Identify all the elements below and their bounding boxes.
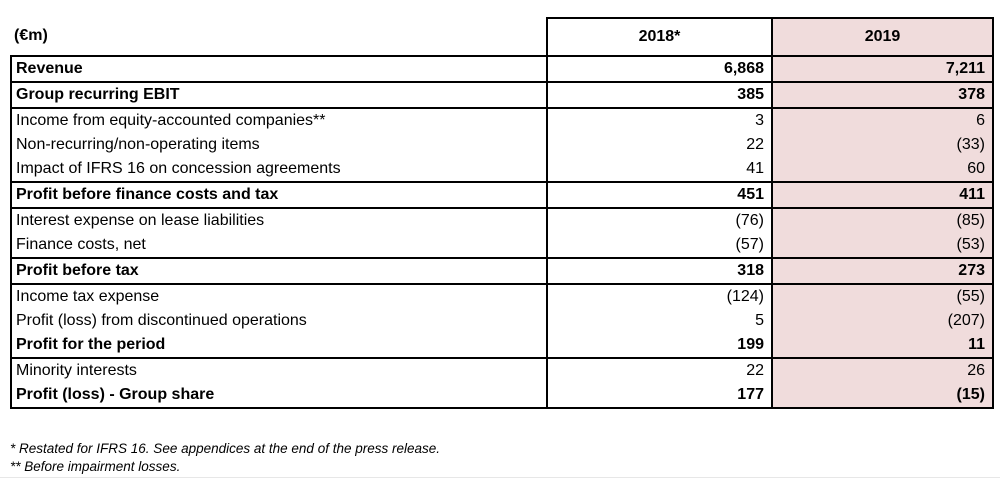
row-label: Profit (loss) from discontinued operatio… bbox=[16, 312, 307, 329]
value-2018: 177 bbox=[546, 383, 771, 407]
footnote-restated: * Restated for IFRS 16. See appendices a… bbox=[10, 441, 441, 456]
value-2018: 6,868 bbox=[546, 57, 771, 81]
table-row: Interest expense on lease liabilities (7… bbox=[12, 209, 992, 233]
value-2018: (57) bbox=[546, 233, 771, 257]
table-row: Profit (loss) - Group share 177 (15) bbox=[12, 383, 992, 407]
table-row: Profit before finance costs and tax 451 … bbox=[12, 183, 992, 207]
value-2019: (85) bbox=[771, 209, 992, 233]
table-row: Revenue 6,868 7,211 bbox=[12, 57, 992, 81]
row-group: Profit before finance costs and tax 451 … bbox=[12, 183, 992, 209]
footnotes: * Restated for IFRS 16. See appendices a… bbox=[10, 440, 440, 475]
row-label: Profit for the period bbox=[16, 336, 166, 353]
row-group: Group recurring EBIT 385 378 bbox=[12, 83, 992, 109]
row-label: Profit (loss) - Group share bbox=[16, 386, 215, 403]
row-label: Non-recurring/non-operating items bbox=[16, 136, 260, 153]
page-bottom-divider bbox=[0, 477, 1000, 478]
row-label: Impact of IFRS 16 on concession agreemen… bbox=[16, 160, 341, 177]
table-row: Non-recurring/non-operating items 22 (33… bbox=[12, 133, 992, 157]
row-label: Interest expense on lease liabilities bbox=[16, 212, 265, 229]
table-header-row: (€m) 2018* 2019 bbox=[10, 17, 994, 55]
table-row: Minority interests 22 26 bbox=[12, 359, 992, 383]
row-group: Income tax expense (124) (55) Profit (lo… bbox=[12, 285, 992, 359]
value-2019: 273 bbox=[771, 259, 992, 283]
value-2018: (124) bbox=[546, 285, 771, 309]
row-label: Minority interests bbox=[16, 362, 137, 379]
value-2019: (53) bbox=[771, 233, 992, 257]
table-row: Impact of IFRS 16 on concession agreemen… bbox=[12, 157, 992, 181]
value-2018: 5 bbox=[546, 309, 771, 333]
column-header-2018: 2018* bbox=[546, 17, 771, 55]
column-header-2019: 2019 bbox=[771, 17, 994, 55]
value-2019: (33) bbox=[771, 133, 992, 157]
table-row: Income from equity-accounted companies**… bbox=[12, 109, 992, 133]
value-2019: 11 bbox=[771, 333, 992, 357]
table-row: Profit for the period 199 11 bbox=[12, 333, 992, 357]
row-label: Group recurring EBIT bbox=[16, 86, 180, 103]
unit-header-cell: (€m) bbox=[14, 27, 48, 44]
row-group: Revenue 6,868 7,211 bbox=[12, 57, 992, 83]
row-label: Income tax expense bbox=[16, 288, 160, 305]
value-2018: (76) bbox=[546, 209, 771, 233]
value-2019: 26 bbox=[771, 359, 992, 383]
value-2018: 318 bbox=[546, 259, 771, 283]
table-row: Income tax expense (124) (55) bbox=[12, 285, 992, 309]
value-2018: 385 bbox=[546, 83, 771, 107]
row-label: Income from equity-accounted companies** bbox=[16, 112, 326, 129]
footnote-impairment: ** Before impairment losses. bbox=[10, 458, 181, 474]
table-row: Profit before tax 318 273 bbox=[12, 259, 992, 283]
value-2019: 60 bbox=[771, 157, 992, 181]
row-label: Revenue bbox=[16, 60, 83, 77]
value-2018: 41 bbox=[546, 157, 771, 181]
income-statement-table: Revenue 6,868 7,211 Group recurring EBIT… bbox=[10, 55, 994, 409]
row-label: Finance costs, net bbox=[16, 236, 146, 253]
value-2018: 22 bbox=[546, 359, 771, 383]
value-2018: 451 bbox=[546, 183, 771, 207]
row-group: Income from equity-accounted companies**… bbox=[12, 109, 992, 183]
value-2018: 199 bbox=[546, 333, 771, 357]
value-2019: (207) bbox=[771, 309, 992, 333]
value-2018: 22 bbox=[546, 133, 771, 157]
value-2018: 3 bbox=[546, 109, 771, 133]
row-group: Minority interests 22 26 Profit (loss) -… bbox=[12, 359, 992, 407]
table-row: Finance costs, net (57) (53) bbox=[12, 233, 992, 257]
value-2019: (55) bbox=[771, 285, 992, 309]
value-2019: 378 bbox=[771, 83, 992, 107]
value-2019: 7,211 bbox=[771, 57, 992, 81]
row-group: Profit before tax 318 273 bbox=[12, 259, 992, 285]
row-group: Interest expense on lease liabilities (7… bbox=[12, 209, 992, 259]
table-row: Profit (loss) from discontinued operatio… bbox=[12, 309, 992, 333]
value-2019: (15) bbox=[771, 383, 992, 407]
table-row: Group recurring EBIT 385 378 bbox=[12, 83, 992, 107]
value-2019: 411 bbox=[771, 183, 992, 207]
row-label: Profit before finance costs and tax bbox=[16, 186, 279, 203]
value-2019: 6 bbox=[771, 109, 992, 133]
row-label: Profit before tax bbox=[16, 262, 139, 279]
